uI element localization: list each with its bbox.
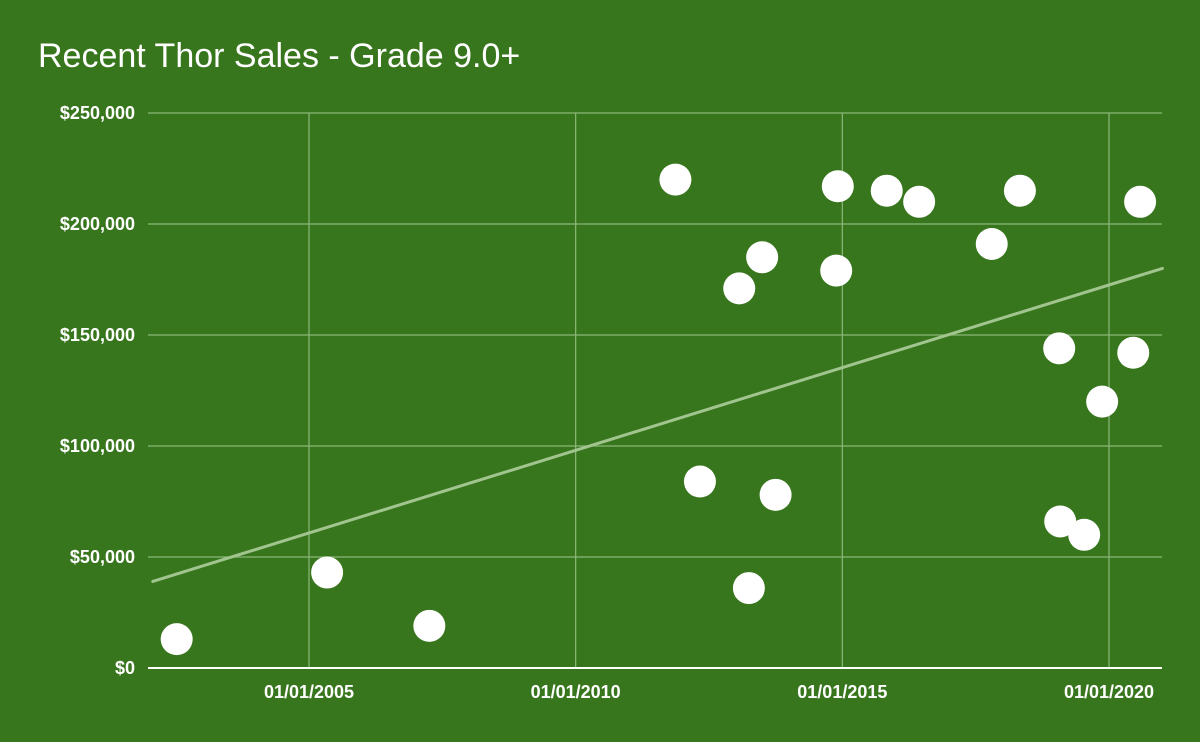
trendline (151, 266, 1164, 583)
data-point (1117, 336, 1150, 369)
x-tick-label: 01/01/2010 (531, 682, 621, 702)
data-point (820, 254, 853, 287)
data-point (903, 185, 936, 218)
data-point (1003, 174, 1036, 207)
data-point (1086, 385, 1119, 418)
data-point (1043, 332, 1076, 365)
x-tick-label: 01/01/2015 (797, 682, 887, 702)
trendline-layer (151, 266, 1164, 583)
chart-title: Recent Thor Sales - Grade 9.0+ (38, 37, 520, 75)
y-tick-label: $150,000 (60, 325, 135, 345)
data-point (1124, 185, 1157, 218)
data-point (659, 163, 692, 196)
x-axis-tick-labels: 01/01/2005 01/01/2010 01/01/2015 01/01/2020 (264, 682, 1154, 702)
data-point (975, 227, 1008, 260)
data-point (160, 623, 193, 656)
data-point (413, 609, 446, 642)
y-tick-label: $200,000 (60, 214, 135, 234)
y-tick-label: $100,000 (60, 436, 135, 456)
data-points (160, 163, 1157, 656)
data-point (311, 556, 344, 589)
y-axis-tick-labels: $0 $50,000 $100,000 $150,000 $200,000 $250,00… (60, 103, 135, 678)
data-point (870, 174, 903, 207)
data-point (821, 170, 854, 203)
data-point (1044, 505, 1077, 538)
x-tick-label: 01/01/2005 (264, 682, 354, 702)
data-point (746, 241, 779, 274)
data-point (732, 572, 765, 605)
data-point (759, 478, 792, 511)
data-point (1068, 518, 1101, 551)
data-point (683, 465, 716, 498)
y-tick-label: $0 (115, 658, 135, 678)
y-tick-label: $250,000 (60, 103, 135, 123)
data-point (723, 272, 756, 305)
x-tick-label: 01/01/2020 (1064, 682, 1154, 702)
gridlines (148, 112, 1162, 669)
y-tick-label: $50,000 (70, 547, 135, 567)
